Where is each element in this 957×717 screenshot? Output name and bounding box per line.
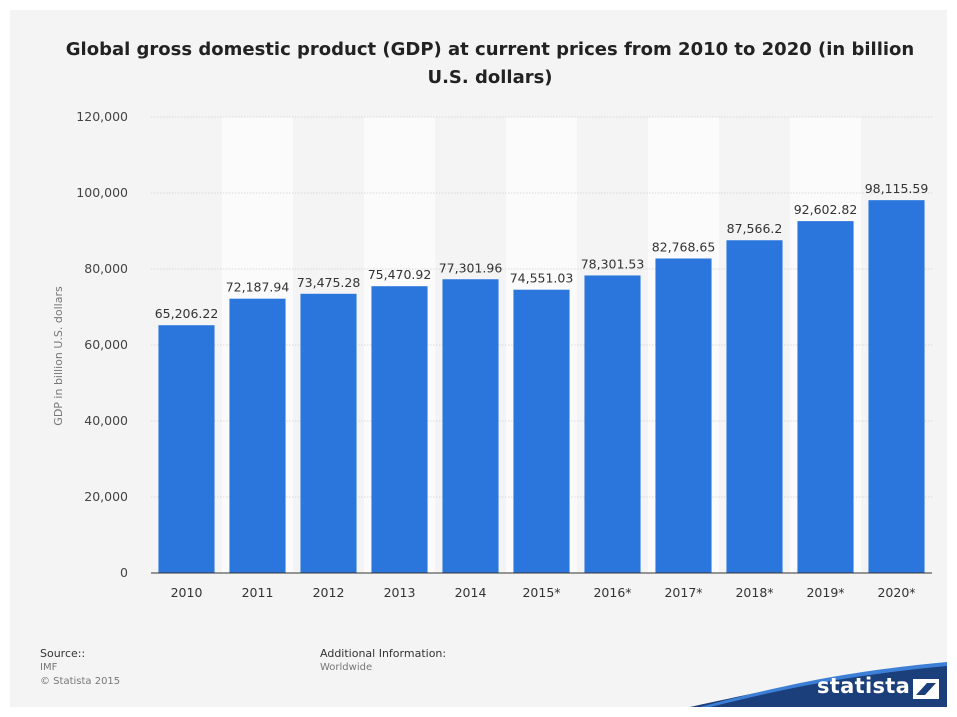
additional-info-block: Additional Information: Worldwide [320, 646, 446, 675]
additional-info-heading: Additional Information: [320, 647, 447, 660]
bar [584, 275, 641, 573]
bar [371, 286, 428, 573]
chart-panel: Global gross domestic product (GDP) at c… [10, 10, 947, 707]
x-tick-label: 2012 [313, 585, 345, 600]
x-tick-label: 2011 [242, 585, 274, 600]
x-tick-label: 2016* [593, 585, 631, 600]
data-label: 82,768.65 [652, 239, 716, 254]
additional-info-value: Worldwide [320, 662, 373, 673]
data-label: 98,115.59 [865, 181, 929, 196]
copyright: © Statista 2015 [40, 676, 121, 687]
data-label: 72,187.94 [226, 280, 290, 295]
x-tick-label: 2019* [806, 585, 844, 600]
data-label: 65,206.22 [155, 306, 219, 321]
x-tick-label: 2018* [735, 585, 773, 600]
bar [300, 293, 357, 573]
x-axis-labels: 2010 2011 2012 2013 2014 2015* 2016* 2017* 2018*… [171, 585, 916, 600]
data-label: 77,301.96 [439, 260, 503, 275]
data-label: 78,301.53 [581, 256, 645, 271]
y-tick-label: 100,000 [76, 185, 128, 200]
bar [158, 325, 215, 573]
chart-title: Global gross domestic product (GDP) at c… [65, 39, 915, 88]
source-heading: Source:: [40, 647, 86, 660]
bar [229, 298, 286, 573]
data-label: 75,470.92 [368, 267, 432, 282]
x-tick-label: 2010 [171, 585, 203, 600]
bar [797, 221, 854, 573]
y-tick-label: 0 [120, 565, 128, 580]
data-label: 73,475.28 [297, 275, 361, 290]
bar [655, 258, 712, 573]
y-tick-label: 80,000 [84, 261, 128, 276]
y-axis-ticks: 0 20,000 40,000 60,000 80,000 100,000 120,000 [76, 109, 128, 580]
y-axis-label: GDP in billion U.S. dollars [52, 286, 65, 426]
source-block: Source:: IMF © Statista 2015 [40, 646, 120, 689]
data-label: 87,566.2 [727, 221, 783, 236]
source-name: IMF [40, 662, 58, 673]
x-tick-label: 2014 [455, 585, 487, 600]
y-tick-label: 40,000 [84, 413, 128, 428]
y-tick-label: 60,000 [84, 337, 128, 352]
y-tick-label: 20,000 [84, 489, 128, 504]
x-tick-label: 2020* [877, 585, 915, 600]
data-label: 74,551.03 [510, 271, 574, 286]
x-tick-label: 2013 [384, 585, 416, 600]
bar-chart: 020,00040,00060,00080,000100,000120,000 … [52, 109, 932, 600]
y-tick-label: 120,000 [76, 109, 128, 124]
bar [868, 200, 925, 573]
x-tick-label: 2015* [522, 585, 560, 600]
bar [513, 289, 570, 573]
x-tick-label: 2017* [664, 585, 702, 600]
value-labels: 65,206.22 72,187.94 73,475.28 75,470.92 77,3… [155, 181, 929, 321]
bars [158, 200, 925, 573]
bar [726, 240, 783, 573]
data-label: 92,602.82 [794, 202, 858, 217]
bar [442, 279, 499, 573]
